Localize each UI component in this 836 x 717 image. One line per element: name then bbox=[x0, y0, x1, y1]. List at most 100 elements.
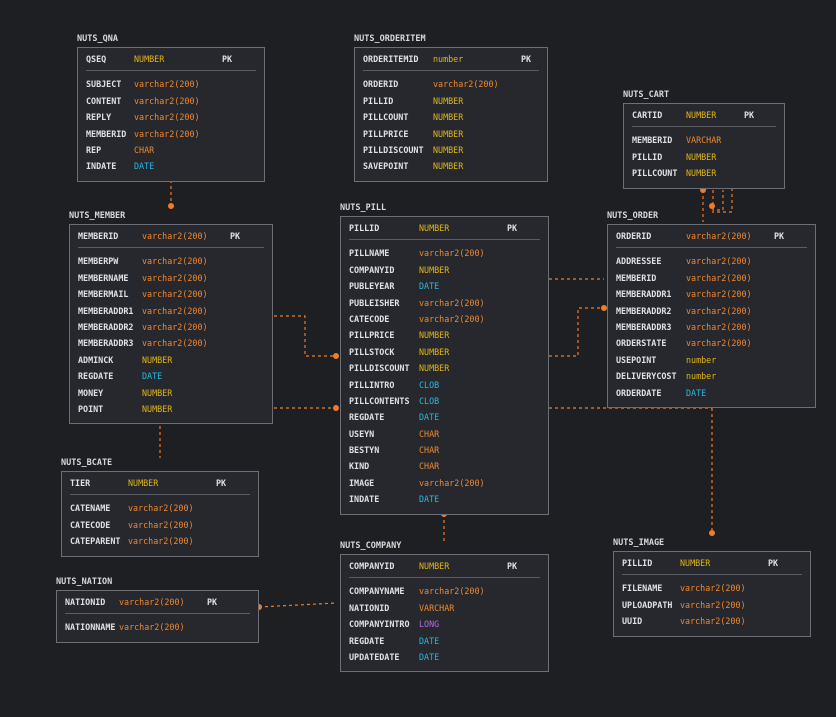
column-row[interactable]: MEMBERID varchar2(200) bbox=[86, 126, 256, 142]
entity-nuts-order[interactable]: NUTS_ORDER ORDERID varchar2(200) PK ADDRESSE… bbox=[607, 211, 816, 408]
column-row[interactable]: MEMBERADDR2 varchar2(200) bbox=[78, 319, 264, 335]
column-row[interactable]: MEMBERADDR1 varchar2(200) bbox=[616, 286, 807, 302]
primary-key-row[interactable]: CARTID NUMBER PK bbox=[632, 107, 776, 123]
column-type: varchar2(200) bbox=[134, 79, 200, 90]
column-row[interactable]: ORDERID varchar2(200) bbox=[363, 76, 539, 92]
column-row[interactable]: MEMBERADDR3 varchar2(200) bbox=[616, 319, 807, 335]
column-row[interactable]: CATENAME varchar2(200) bbox=[70, 500, 250, 516]
column-row[interactable]: PILLSTOCK NUMBER bbox=[349, 344, 540, 360]
column-row[interactable]: PILLNAME varchar2(200) bbox=[349, 245, 540, 261]
entity-nuts-nation[interactable]: NUTS_NATION NATIONID varchar2(200) PK NATION… bbox=[56, 577, 259, 643]
column-row[interactable]: NATIONID VARCHAR bbox=[349, 600, 540, 616]
column-row[interactable]: PILLID NUMBER bbox=[632, 149, 776, 165]
entity-nuts-bcate[interactable]: NUTS_BCATE TIER NUMBER PK CATENAME varchar2(2… bbox=[61, 458, 259, 557]
column-row[interactable]: INDATE DATE bbox=[349, 491, 540, 507]
column-row[interactable]: POINT NUMBER bbox=[78, 401, 264, 417]
column-name: QSEQ bbox=[86, 54, 107, 64]
column-row[interactable]: PUBLEISHER varchar2(200) bbox=[349, 295, 540, 311]
column-row[interactable]: USEPOINT number bbox=[616, 352, 807, 368]
connector-dot bbox=[709, 203, 715, 209]
column-row[interactable]: MEMBERID varchar2(200) bbox=[616, 270, 807, 286]
column-row[interactable]: USEYN CHAR bbox=[349, 426, 540, 442]
column-row[interactable]: CATECODE varchar2(200) bbox=[349, 311, 540, 327]
entity-nuts-image[interactable]: NUTS_IMAGE PILLID NUMBER PK FILENAME varchar2… bbox=[613, 538, 811, 637]
column-row[interactable]: PILLCOUNT NUMBER bbox=[363, 109, 539, 125]
primary-key-row[interactable]: QSEQ NUMBER PK bbox=[86, 51, 256, 67]
column-row[interactable]: REPLY varchar2(200) bbox=[86, 109, 256, 125]
column-row[interactable]: UPLOADPATH varchar2(200) bbox=[622, 597, 802, 613]
column-name: SUBJECT bbox=[86, 79, 122, 90]
column-row[interactable]: SAVEPOINT NUMBER bbox=[363, 158, 539, 174]
column-row[interactable]: NATIONNAME varchar2(200) bbox=[65, 619, 250, 635]
primary-key-row[interactable]: MEMBERID varchar2(200) PK bbox=[78, 228, 264, 244]
column-type: DATE bbox=[134, 161, 155, 172]
column-row[interactable]: CATEPARENT varchar2(200) bbox=[70, 533, 250, 549]
column-row[interactable]: SUBJECT varchar2(200) bbox=[86, 76, 256, 92]
column-type: varchar2(200) bbox=[142, 289, 208, 300]
entity-nuts-orderitem[interactable]: NUTS_ORDERITEM ORDERITEMID number PK ORDERID… bbox=[354, 34, 548, 182]
entity-table: NATIONID varchar2(200) PK NATIONNAME varchar… bbox=[56, 590, 259, 643]
column-type: varchar2(200) bbox=[419, 297, 485, 308]
column-row[interactable]: COMPANYINTRO LONG bbox=[349, 616, 540, 632]
column-row[interactable]: PILLCOUNT NUMBER bbox=[632, 165, 776, 181]
column-row[interactable]: COMPANYID NUMBER bbox=[349, 262, 540, 278]
column-type: varchar2(200) bbox=[142, 272, 208, 283]
column-row[interactable]: ADDRESSEE varchar2(200) bbox=[616, 253, 807, 269]
column-row[interactable]: REP CHAR bbox=[86, 142, 256, 158]
column-row[interactable]: MEMBERPW varchar2(200) bbox=[78, 253, 264, 269]
column-name: REP bbox=[86, 144, 102, 155]
column-row[interactable]: MEMBERADDR3 varchar2(200) bbox=[78, 335, 264, 351]
column-row[interactable]: CONTENT varchar2(200) bbox=[86, 93, 256, 109]
column-name: MEMBERID bbox=[616, 272, 657, 283]
column-row[interactable]: FILENAME varchar2(200) bbox=[622, 580, 802, 596]
primary-key-row[interactable]: COMPANYID NUMBER PK bbox=[349, 558, 540, 574]
column-row[interactable]: REGDATE DATE bbox=[349, 409, 540, 425]
column-row[interactable]: DELIVERYCOST number bbox=[616, 368, 807, 384]
column-row[interactable]: REGDATE DATE bbox=[349, 633, 540, 649]
column-type: NUMBER bbox=[433, 161, 464, 172]
column-name: CONTENT bbox=[86, 95, 122, 106]
column-row[interactable]: KIND CHAR bbox=[349, 458, 540, 474]
column-row[interactable]: ORDERSTATE varchar2(200) bbox=[616, 335, 807, 351]
column-row[interactable]: UUID varchar2(200) bbox=[622, 613, 802, 629]
column-row[interactable]: PILLDISCOUNT NUMBER bbox=[363, 142, 539, 158]
column-row[interactable]: CATECODE varchar2(200) bbox=[70, 517, 250, 533]
column-row[interactable]: COMPANYNAME varchar2(200) bbox=[349, 583, 540, 599]
entity-nuts-cart[interactable]: NUTS_CART CARTID NUMBER PK MEMBERID VARCHAR PI… bbox=[623, 90, 785, 189]
column-row[interactable]: PILLPRICE NUMBER bbox=[349, 327, 540, 343]
primary-key-row[interactable]: TIER NUMBER PK bbox=[70, 475, 250, 491]
column-row[interactable]: MEMBERNAME varchar2(200) bbox=[78, 270, 264, 286]
primary-key-row[interactable]: PILLID NUMBER PK bbox=[349, 220, 540, 236]
column-row[interactable]: ADMINCK NUMBER bbox=[78, 352, 264, 368]
entity-nuts-company[interactable]: NUTS_COMPANY COMPANYID NUMBER PK COMPANYNAME… bbox=[340, 541, 549, 673]
entity-nuts-qna[interactable]: NUTS_QNA QSEQ NUMBER PK SUBJECT varchar2(200)… bbox=[77, 34, 265, 182]
column-row[interactable]: IMAGE varchar2(200) bbox=[349, 475, 540, 491]
column-row[interactable]: ORDERDATE DATE bbox=[616, 385, 807, 401]
column-row[interactable]: PUBLEYEAR DATE bbox=[349, 278, 540, 294]
column-row[interactable]: INDATE DATE bbox=[86, 158, 256, 174]
column-name: MEMBERADDR2 bbox=[616, 305, 672, 316]
column-row[interactable]: PILLINTRO CLOB bbox=[349, 377, 540, 393]
column-row[interactable]: MONEY NUMBER bbox=[78, 385, 264, 401]
column-row[interactable]: PILLCONTENTS CLOB bbox=[349, 393, 540, 409]
column-name: COMPANYID bbox=[349, 561, 395, 571]
primary-key-row[interactable]: ORDERITEMID number PK bbox=[363, 51, 539, 67]
column-row[interactable]: MEMBERADDR1 varchar2(200) bbox=[78, 303, 264, 319]
column-row[interactable]: MEMBERADDR2 varchar2(200) bbox=[616, 303, 807, 319]
rel-nation-company bbox=[258, 602, 337, 608]
column-row[interactable]: MEMBERID VARCHAR bbox=[632, 132, 776, 148]
column-row[interactable]: PILLPRICE NUMBER bbox=[363, 126, 539, 142]
primary-key-badge: PK bbox=[230, 231, 241, 241]
column-row[interactable]: MEMBERMAIL varchar2(200) bbox=[78, 286, 264, 302]
column-row[interactable]: BESTYN CHAR bbox=[349, 442, 540, 458]
column-row[interactable]: UPDATEDATE DATE bbox=[349, 649, 540, 665]
column-row[interactable]: PILLID NUMBER bbox=[363, 93, 539, 109]
entity-nuts-pill[interactable]: NUTS_PILL PILLID NUMBER PK PILLNAME varchar2(… bbox=[340, 203, 549, 515]
primary-key-row[interactable]: ORDERID varchar2(200) PK bbox=[616, 228, 807, 244]
column-row[interactable]: PILLDISCOUNT NUMBER bbox=[349, 360, 540, 376]
primary-key-row[interactable]: PILLID NUMBER PK bbox=[622, 555, 802, 571]
column-row[interactable]: REGDATE DATE bbox=[78, 368, 264, 384]
primary-key-row[interactable]: NATIONID varchar2(200) PK bbox=[65, 594, 250, 610]
entity-nuts-member[interactable]: NUTS_MEMBER MEMBERID varchar2(200) PK MEMBER… bbox=[69, 211, 273, 425]
column-type: NUMBER bbox=[142, 403, 173, 414]
